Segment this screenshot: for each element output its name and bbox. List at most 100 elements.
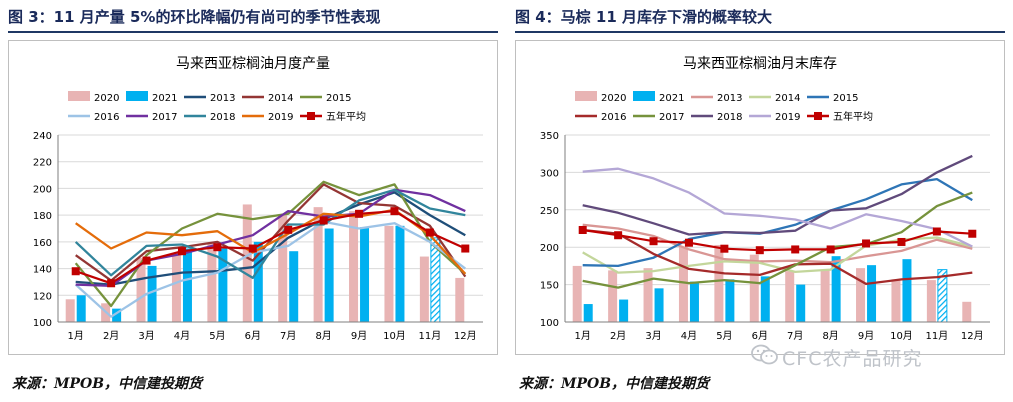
series-line-2016 bbox=[582, 228, 973, 286]
bar-2020 bbox=[455, 277, 465, 322]
legend-label: 2016 bbox=[601, 112, 626, 123]
bar-2020 bbox=[820, 269, 830, 322]
legend-label: 2019 bbox=[268, 112, 293, 123]
series-point-五年平均 bbox=[897, 237, 906, 246]
bar-2020 bbox=[856, 268, 866, 322]
x-tick-label: 5月 bbox=[209, 330, 225, 342]
x-tick-label: 11月 bbox=[926, 330, 949, 342]
series-point-五年平均 bbox=[71, 267, 80, 276]
left-title-rule bbox=[8, 31, 498, 33]
legend-label: 五年平均 bbox=[326, 110, 366, 123]
bar-2020 bbox=[136, 257, 146, 322]
bar-2021 bbox=[395, 225, 405, 322]
left-figure-title: 图 3：11 月产量 5%的环比降幅仍有尚可的季节性表现 bbox=[8, 8, 381, 26]
bar-2020 bbox=[349, 211, 359, 322]
series-point-五年平均 bbox=[107, 279, 116, 288]
x-tick-label: 5月 bbox=[716, 330, 732, 342]
x-tick-label: 2月 bbox=[103, 330, 119, 342]
x-tick-label: 6月 bbox=[752, 330, 768, 342]
series-line-2014 bbox=[75, 183, 467, 282]
series-point-五年平均 bbox=[932, 227, 941, 236]
bar-2020 bbox=[749, 254, 759, 322]
series-line-五年平均 bbox=[75, 210, 466, 285]
bar-2021 bbox=[76, 295, 86, 322]
bar-2021 bbox=[867, 265, 877, 322]
x-tick-label: 4月 bbox=[174, 330, 190, 342]
x-tick-label: 10月 bbox=[890, 330, 913, 342]
bar-2021 bbox=[360, 227, 370, 322]
legend-item: 2017 bbox=[633, 112, 684, 123]
series-point-五年平均 bbox=[355, 209, 364, 218]
legend-item: 2016 bbox=[575, 112, 626, 123]
bar-2021 bbox=[218, 248, 228, 322]
right-figure-title: 图 4：马棕 11 月库存下滑的概率较大 bbox=[515, 8, 772, 26]
y-tick-label: 350 bbox=[540, 131, 559, 142]
legend-item: 2021 bbox=[126, 91, 177, 104]
bar-2020 bbox=[242, 204, 252, 322]
wechat-icon bbox=[751, 344, 778, 365]
legend-label: 2020 bbox=[601, 93, 626, 104]
series-line-2019 bbox=[582, 167, 973, 248]
legend-swatch bbox=[68, 91, 90, 101]
bar-2021 bbox=[289, 251, 299, 322]
x-tick-label: 10月 bbox=[383, 330, 406, 342]
x-tick-label: 9月 bbox=[351, 330, 367, 342]
series-point-五年平均 bbox=[578, 225, 587, 234]
series-point-五年平均 bbox=[319, 216, 328, 225]
legend-label: 2018 bbox=[717, 112, 742, 123]
bar-2020 bbox=[278, 215, 288, 322]
y-tick-label: 250 bbox=[540, 206, 559, 217]
legend-label: 2017 bbox=[152, 112, 177, 123]
y-tick-label: 200 bbox=[33, 184, 52, 195]
watermark-text: CFC农产品研究 bbox=[782, 348, 923, 370]
bar-2021 bbox=[902, 259, 912, 322]
bar-2020 bbox=[65, 299, 75, 322]
legend-item: 2013 bbox=[184, 93, 235, 104]
bar-2020 bbox=[926, 280, 936, 322]
legend-item: 2016 bbox=[68, 112, 119, 123]
bar-2021 bbox=[760, 276, 770, 322]
legend-item: 五年平均 bbox=[807, 110, 873, 123]
x-tick-label: 3月 bbox=[645, 330, 661, 342]
y-tick-label: 160 bbox=[33, 238, 52, 249]
x-tick-label: 7月 bbox=[280, 330, 296, 342]
legend-label: 2017 bbox=[659, 112, 684, 123]
x-tick-label: 12月 bbox=[454, 330, 477, 342]
legend-swatch bbox=[575, 91, 597, 101]
bar-2020 bbox=[962, 301, 972, 322]
x-tick-label: 1月 bbox=[68, 330, 84, 342]
x-tick-label: 3月 bbox=[138, 330, 154, 342]
bar-2021 bbox=[324, 228, 334, 322]
x-tick-label: 11月 bbox=[419, 330, 442, 342]
series-point-五年平均 bbox=[649, 237, 658, 246]
legend-item: 2019 bbox=[242, 112, 293, 123]
right-source-note: 来源：MPOB，中信建投期货 bbox=[519, 376, 710, 392]
y-tick-label: 140 bbox=[33, 265, 52, 276]
series-point-五年平均 bbox=[614, 231, 623, 240]
legend-item: 2021 bbox=[633, 91, 684, 104]
x-tick-label: 6月 bbox=[245, 330, 261, 342]
bar-2020 bbox=[785, 271, 795, 322]
bar-2021 bbox=[619, 299, 629, 322]
inventory-chart: 马来西亚棕榈油月末库存 2020 2021 2013 2014 2015 2016 2017 2… bbox=[515, 40, 1005, 355]
y-tick-label: 200 bbox=[540, 243, 559, 254]
legend-swatch bbox=[126, 91, 148, 101]
legend-item: 五年平均 bbox=[300, 110, 366, 123]
bar-2021 bbox=[253, 241, 263, 322]
bar-2020 bbox=[608, 270, 618, 322]
legend-item: 2014 bbox=[749, 93, 800, 104]
series-point-五年平均 bbox=[390, 207, 399, 216]
bar-2021 bbox=[147, 265, 157, 322]
bar-2021 bbox=[725, 279, 735, 322]
legend-label: 2013 bbox=[717, 93, 742, 104]
bar-2020 bbox=[891, 279, 901, 322]
series-point-五年平均 bbox=[968, 229, 977, 238]
x-tick-label: 7月 bbox=[787, 330, 803, 342]
production-chart: 马来西亚棕榈油月度产量 2020 2021 2013 2014 2015 2016 2017 2… bbox=[8, 40, 498, 355]
legend-label: 2021 bbox=[152, 93, 177, 104]
legend-label: 2021 bbox=[659, 93, 684, 104]
x-tick-label: 12月 bbox=[961, 330, 984, 342]
legend-item: 2015 bbox=[300, 93, 351, 104]
legend-item: 2015 bbox=[807, 93, 858, 104]
x-tick-label: 8月 bbox=[822, 330, 838, 342]
